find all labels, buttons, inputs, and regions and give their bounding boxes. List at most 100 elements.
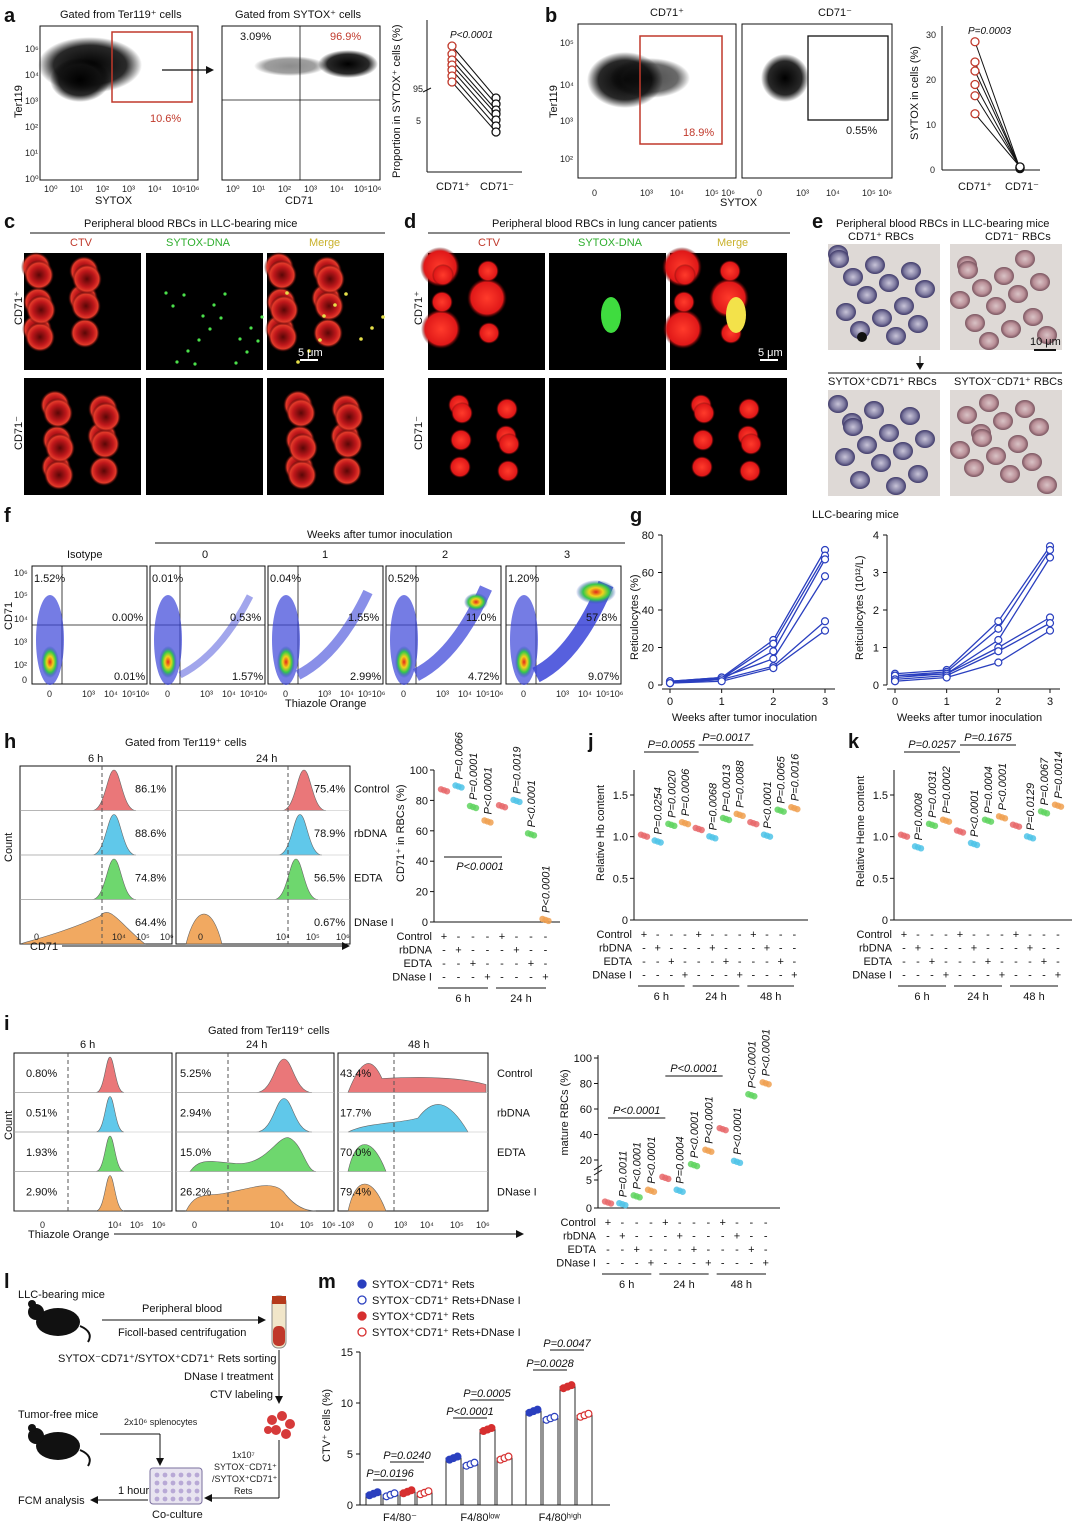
panel-b-xlabel: SYTOX xyxy=(720,197,758,209)
cell xyxy=(313,318,343,348)
p-value: P=0.0016 xyxy=(789,753,801,801)
cond-mark: - xyxy=(765,929,769,941)
panel-b-gate1-pct: 18.9% xyxy=(683,127,714,139)
svg-text:10²: 10² xyxy=(96,184,109,194)
xtick: 10⁵ xyxy=(136,932,150,942)
xtick: 10⁴ xyxy=(108,1220,122,1230)
cond-mark: - xyxy=(706,1217,710,1229)
panel-a-plot1-xlabel: SYTOX xyxy=(95,195,133,207)
panel-i-xlabel: Thiazole Orange xyxy=(28,1229,109,1241)
panel-i-time-24h: 24 h xyxy=(246,1039,267,1051)
xtick: 10⁶ xyxy=(152,1220,166,1230)
cond-mark: + xyxy=(762,1258,768,1270)
sample-dot xyxy=(516,798,523,806)
cond-mark: - xyxy=(442,945,446,957)
panel-a-plot1-yticks: 10⁶ 10⁴ 10³ 10² 10¹ 10⁰ xyxy=(25,44,39,184)
cond-label: Control xyxy=(497,1068,532,1080)
p-value: P<0.0001 xyxy=(761,1029,773,1076)
series-point xyxy=(820,572,830,581)
sample-dot xyxy=(753,820,760,828)
xtick-4: 10⁴ xyxy=(222,689,236,699)
panel-label-l: l xyxy=(4,1271,10,1293)
cond-mark: - xyxy=(515,931,519,943)
pair-dot-cd71neg xyxy=(491,127,501,137)
p-value: P=0.0065 xyxy=(776,755,788,803)
sample-dot xyxy=(987,818,995,825)
sample-dot xyxy=(650,1188,658,1195)
plate-well xyxy=(154,1472,160,1478)
category-label: F4/80⁻ xyxy=(383,1512,417,1524)
cell xyxy=(467,278,507,318)
cond-mark: - xyxy=(471,972,475,984)
cond-mark: + xyxy=(985,956,991,968)
cond-mark: - xyxy=(669,943,673,955)
cell xyxy=(90,429,120,459)
bracket-p-3: P=0.0005 xyxy=(463,1388,511,1400)
panel-a-dot-x-cd71pos: CD71⁺ xyxy=(436,181,470,193)
bracket-p-5: P=0.0047 xyxy=(543,1338,591,1350)
bracket-p: P=0.0017 xyxy=(702,732,750,744)
svg-text:10⁶: 10⁶ xyxy=(14,568,28,578)
p-value: P=0.0002 xyxy=(941,766,953,813)
bar-point xyxy=(470,1458,479,1467)
sample-dot xyxy=(794,805,801,813)
axis-break xyxy=(593,1169,603,1176)
sytox-speck xyxy=(260,315,264,319)
cond-mark: + xyxy=(676,1231,682,1243)
p-value: P=0.0019 xyxy=(512,747,524,794)
cond-mark: - xyxy=(442,958,446,970)
merge-blob xyxy=(726,297,746,333)
cond-mark: - xyxy=(649,1244,653,1256)
cond-mark: - xyxy=(1014,956,1018,968)
panel-f-yticks: 10⁶ 10⁵ 10⁴ 10³ 10² 0 xyxy=(14,568,28,685)
cond-mark: - xyxy=(916,970,920,982)
rbc-cell xyxy=(915,430,935,448)
panel-label-g: g xyxy=(630,505,642,527)
rbc-cell xyxy=(850,471,870,489)
micrograph-1-2 xyxy=(670,378,787,495)
cond-mark: - xyxy=(765,970,769,982)
x-tick-label: 0 xyxy=(667,696,673,708)
bar-1-1 xyxy=(462,1463,479,1506)
plate-well xyxy=(194,1472,200,1478)
cond-mark: + xyxy=(641,929,647,941)
cond-mark: - xyxy=(724,970,728,982)
panel-a-plot1-gate xyxy=(111,31,193,103)
series-point xyxy=(994,624,1003,633)
panel-c-col-sytox: SYTOX-DNA xyxy=(166,237,231,249)
cond-mark: + xyxy=(999,970,1005,982)
cond-mark: - xyxy=(683,943,687,955)
cond-mark: + xyxy=(695,929,701,941)
rbc-cell xyxy=(1030,273,1050,291)
series-point xyxy=(717,677,726,686)
cond-mark: - xyxy=(457,972,461,984)
pair-dot-cd71pos xyxy=(447,77,457,87)
rbc-cell xyxy=(843,268,863,286)
cond-mark: - xyxy=(471,931,475,943)
rbc-cell xyxy=(829,250,849,268)
panel-h-time-24h: 24 h xyxy=(256,753,277,765)
sample-dot xyxy=(530,832,538,839)
time-label: 24 h xyxy=(967,991,988,1003)
rbc-cell xyxy=(950,441,970,459)
cells-icon xyxy=(264,1411,295,1439)
cell xyxy=(332,456,362,486)
rbc-cell xyxy=(1029,418,1049,436)
plate-well xyxy=(178,1496,184,1502)
sample-dot xyxy=(780,808,787,815)
svg-text:10⁴: 10⁴ xyxy=(25,70,39,80)
panel-f-week-1: 1 xyxy=(322,549,328,561)
panel-a-dot-pairs xyxy=(422,41,501,137)
q-ur-0: 0.00% xyxy=(112,612,143,624)
cond-mark: + xyxy=(901,929,907,941)
cond-mark: - xyxy=(1000,943,1004,955)
panel-f-week-3: 3 xyxy=(564,549,570,561)
rbc-cell xyxy=(1022,453,1042,471)
p-value: P=0.0068 xyxy=(707,782,719,830)
hist-pct: 1.93% xyxy=(26,1147,57,1159)
bar-1-3 xyxy=(496,1457,513,1506)
y-axis-label: CD71⁺ in RBCs (%) xyxy=(395,785,407,883)
category-label: F4/80ʰⁱᵍʰ xyxy=(539,1512,582,1524)
